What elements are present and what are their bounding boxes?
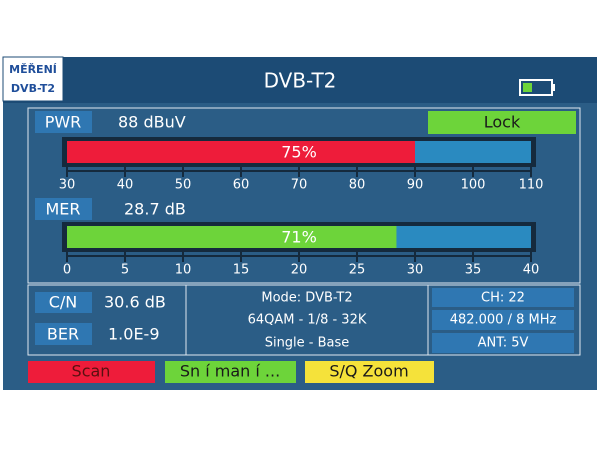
tick-label: 70: [291, 178, 308, 193]
antenna-text: ANT: 5V: [478, 336, 529, 351]
profile-text: Single - Base: [265, 336, 350, 351]
header-bar: [3, 57, 597, 103]
tick-label: 5: [121, 263, 129, 278]
scan-label[interactable]: Scan: [72, 362, 111, 381]
ber-reading: 1.0E-9: [108, 325, 160, 344]
snimani-button[interactable]: [165, 361, 296, 383]
modulation-text: 64QAM - 1/8 - 32K: [248, 313, 367, 328]
scan-button[interactable]: [28, 361, 155, 383]
cn-label: C/N: [49, 293, 78, 312]
tick-label: 10: [175, 263, 192, 278]
lock-status: [428, 111, 576, 134]
tick-label: 30: [407, 263, 424, 278]
gauge-fill: [67, 226, 397, 248]
mer-label: MER: [45, 200, 80, 219]
lock-text: Lock: [484, 113, 521, 132]
tick-label: 100: [461, 178, 486, 193]
ber-label: BER: [47, 325, 79, 344]
badge-text: MĚŘENÍ: [9, 63, 57, 76]
info-box: [432, 310, 574, 330]
info-box: [432, 333, 574, 353]
gauge-percent: 75%: [281, 143, 317, 162]
gauge-fill: [67, 141, 415, 163]
cn-reading: 30.6 dB: [104, 293, 166, 312]
tick-label: 0: [63, 263, 71, 278]
tick-label: 40: [523, 263, 540, 278]
mode-text: Mode: DVB-T2: [261, 291, 352, 306]
label-box: [35, 323, 92, 345]
gauge-percent: 71%: [281, 228, 317, 247]
tick-label: 40: [117, 178, 134, 193]
snimani-label[interactable]: Sn í man í ...: [180, 362, 280, 381]
tick-label: 25: [349, 263, 366, 278]
badge: [2, 56, 64, 102]
label-box: [35, 198, 92, 220]
tick-label: 110: [519, 178, 544, 193]
title: DVB-T2: [264, 69, 337, 93]
tick-label: 80: [349, 178, 366, 193]
tick-label: 50: [175, 178, 192, 193]
label-box: [35, 111, 92, 133]
info-box: [432, 288, 574, 307]
frequency-text: 482.000 / 8 MHz: [450, 313, 557, 328]
pwr-label: PWR: [45, 113, 82, 132]
tick-label: 20: [291, 263, 308, 278]
tick-label: 90: [407, 178, 424, 193]
zoom-button[interactable]: [305, 361, 434, 383]
tick-label: 15: [233, 263, 250, 278]
tick-label: 60: [233, 178, 250, 193]
badge-text: DVB-T2: [11, 82, 55, 95]
main-panel: [27, 107, 581, 284]
tick-label: 35: [465, 263, 482, 278]
panel: [427, 284, 581, 356]
battery-icon: [519, 79, 555, 96]
pwr-reading: 88 dBuV: [118, 113, 186, 132]
tick-label: 30: [59, 178, 76, 193]
zoom-label[interactable]: S/Q Zoom: [329, 362, 408, 381]
label-box: [35, 292, 92, 313]
mer-reading: 28.7 dB: [124, 200, 186, 219]
channel-text: CH: 22: [481, 291, 525, 306]
